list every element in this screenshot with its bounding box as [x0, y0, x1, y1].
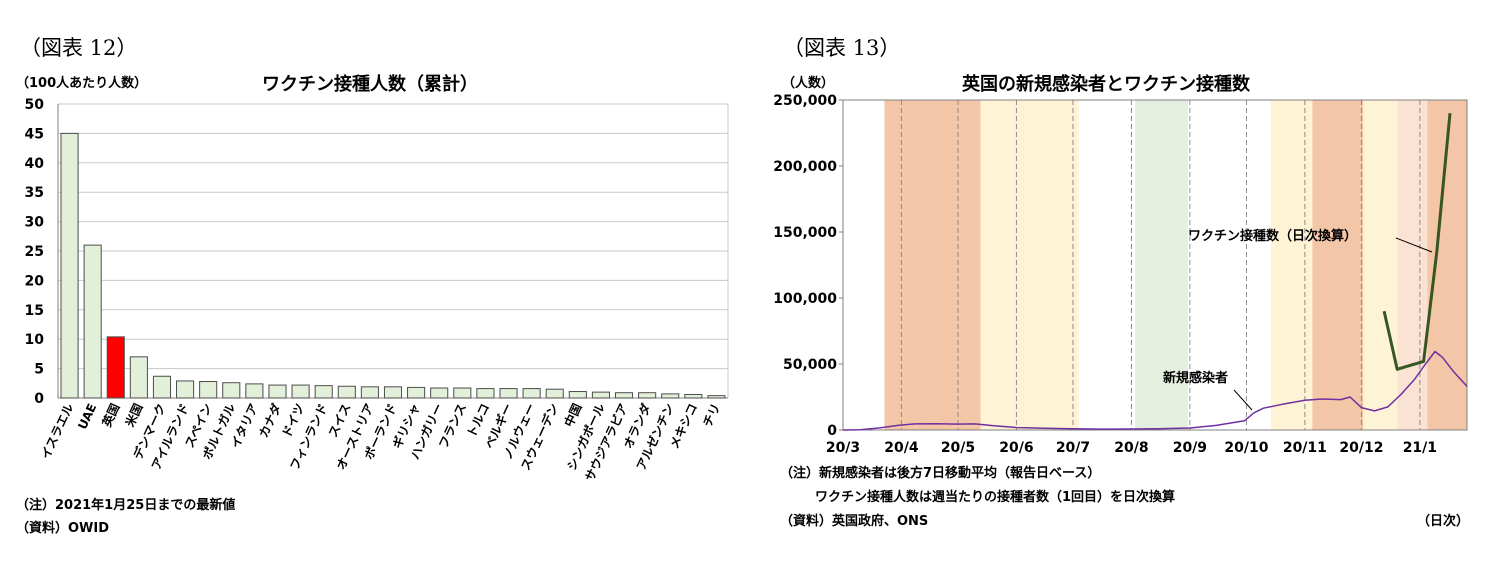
left-note: （注）2021年1月25日までの最新値	[16, 498, 236, 513]
x-tick-label: 20/5	[941, 440, 975, 456]
y-tick-label: 30	[25, 215, 45, 231]
shaded-period	[884, 100, 981, 430]
bar	[707, 395, 726, 399]
x-tick-label: イスラエル	[38, 401, 76, 461]
bar	[453, 387, 472, 399]
plot-border	[842, 99, 1468, 431]
vaccine-annotation: ワクチン接種数（日次換算）	[1188, 228, 1357, 244]
x-tick-label: 20/8	[1114, 440, 1148, 456]
bar	[152, 375, 172, 399]
bar	[199, 381, 218, 399]
x-tick-label: 中国	[561, 401, 585, 429]
bar	[106, 336, 125, 399]
x-tick-label: 21/1	[1403, 440, 1437, 456]
bar	[222, 382, 241, 399]
bar	[245, 383, 264, 399]
y-tick-label: 0	[34, 391, 44, 407]
bar	[407, 386, 426, 399]
x-tick-label: チリ	[700, 401, 723, 429]
x-tick-label: UAE	[75, 401, 99, 431]
bar	[383, 386, 403, 399]
bar	[638, 392, 657, 399]
right-note-2: ワクチン接種人数は週当たりの接種者数（1回目）を日次換算	[815, 490, 1176, 505]
y-tick-label: 10	[25, 332, 45, 348]
bar	[499, 388, 518, 399]
y-tick-label: 0	[827, 423, 837, 439]
x-tick-label: 20/6	[999, 440, 1033, 456]
right-source: （資料）英国政府、ONS	[780, 514, 929, 529]
y-tick-label: 50	[25, 97, 45, 113]
bar	[684, 393, 703, 399]
right-y-unit-label: （人数）	[782, 76, 835, 91]
bar	[614, 392, 634, 399]
bar	[60, 132, 79, 399]
bar	[337, 385, 356, 399]
bar	[430, 387, 449, 399]
x-tick-label: 20/3	[826, 440, 860, 456]
x-tick-label: 20/11	[1283, 440, 1327, 456]
left-figure-label: （図表 12）	[20, 36, 138, 60]
x-tick-label: 米国	[122, 401, 146, 429]
bar	[176, 380, 195, 399]
shaded-period	[1397, 100, 1428, 430]
vaccine-annotation-leader	[1395, 237, 1433, 253]
x-tick-label: 英国	[99, 401, 123, 429]
shaded-period	[980, 100, 1079, 430]
shaded-period	[1135, 100, 1188, 430]
left-chart-title: ワクチン接種人数（累計）	[262, 74, 478, 95]
y-tick-label: 20	[25, 273, 45, 289]
bar	[314, 385, 333, 399]
bar	[591, 391, 610, 399]
y-tick-label: 200,000	[773, 159, 837, 175]
bar	[476, 388, 495, 399]
cases-annotation: 新規感染者	[1163, 370, 1228, 386]
shaded-period	[1270, 100, 1313, 430]
x-tick-label: 20/12	[1339, 440, 1383, 456]
bar	[360, 386, 379, 399]
y-tick-label: 250,000	[773, 93, 837, 109]
x-tick-label: 20/10	[1224, 440, 1268, 456]
bar	[268, 384, 287, 399]
shaded-period	[1312, 100, 1364, 430]
bar	[83, 244, 102, 399]
y-tick-label: 150,000	[773, 225, 837, 241]
y-tick-label: 15	[25, 303, 44, 319]
x-tick-label: 20/4	[884, 440, 919, 456]
bar	[291, 384, 310, 399]
bar	[568, 391, 587, 399]
bar	[545, 388, 564, 399]
bar	[661, 393, 680, 399]
x-tick-label: 20/7	[1056, 440, 1090, 456]
shaded-period	[1363, 100, 1398, 430]
x-tick-label: 20/9	[1173, 440, 1207, 456]
y-tick-label: 5	[34, 362, 44, 378]
left-source: （資料）OWID	[16, 521, 110, 536]
right-chart-title: 英国の新規感染者とワクチン接種数	[962, 74, 1250, 95]
bar	[522, 388, 541, 399]
y-tick-label: 50,000	[783, 357, 837, 373]
y-tick-label: 25	[25, 244, 44, 260]
cases-annotation-leader	[1233, 389, 1253, 411]
left-y-unit-label: （100人あたり人数）	[16, 76, 148, 91]
y-tick-label: 35	[25, 185, 44, 201]
right-x-unit: （日次）	[1417, 514, 1470, 529]
vaccine-series-line	[1382, 113, 1452, 371]
right-note-1: （注）新規感染者は後方7日移動平均（報告日ベース）	[780, 466, 1101, 481]
cases-series-line	[842, 350, 1468, 431]
line-chart: 0 50,000 100,000 150,000 200,000 250,000 20/3 2…	[773, 93, 1468, 456]
y-tick-label: 40	[25, 156, 45, 172]
y-tick-label: 100,000	[773, 291, 837, 307]
y-tick-label: 45	[25, 126, 44, 142]
bar	[129, 356, 148, 399]
right-figure-label: （図表 13）	[783, 36, 901, 60]
